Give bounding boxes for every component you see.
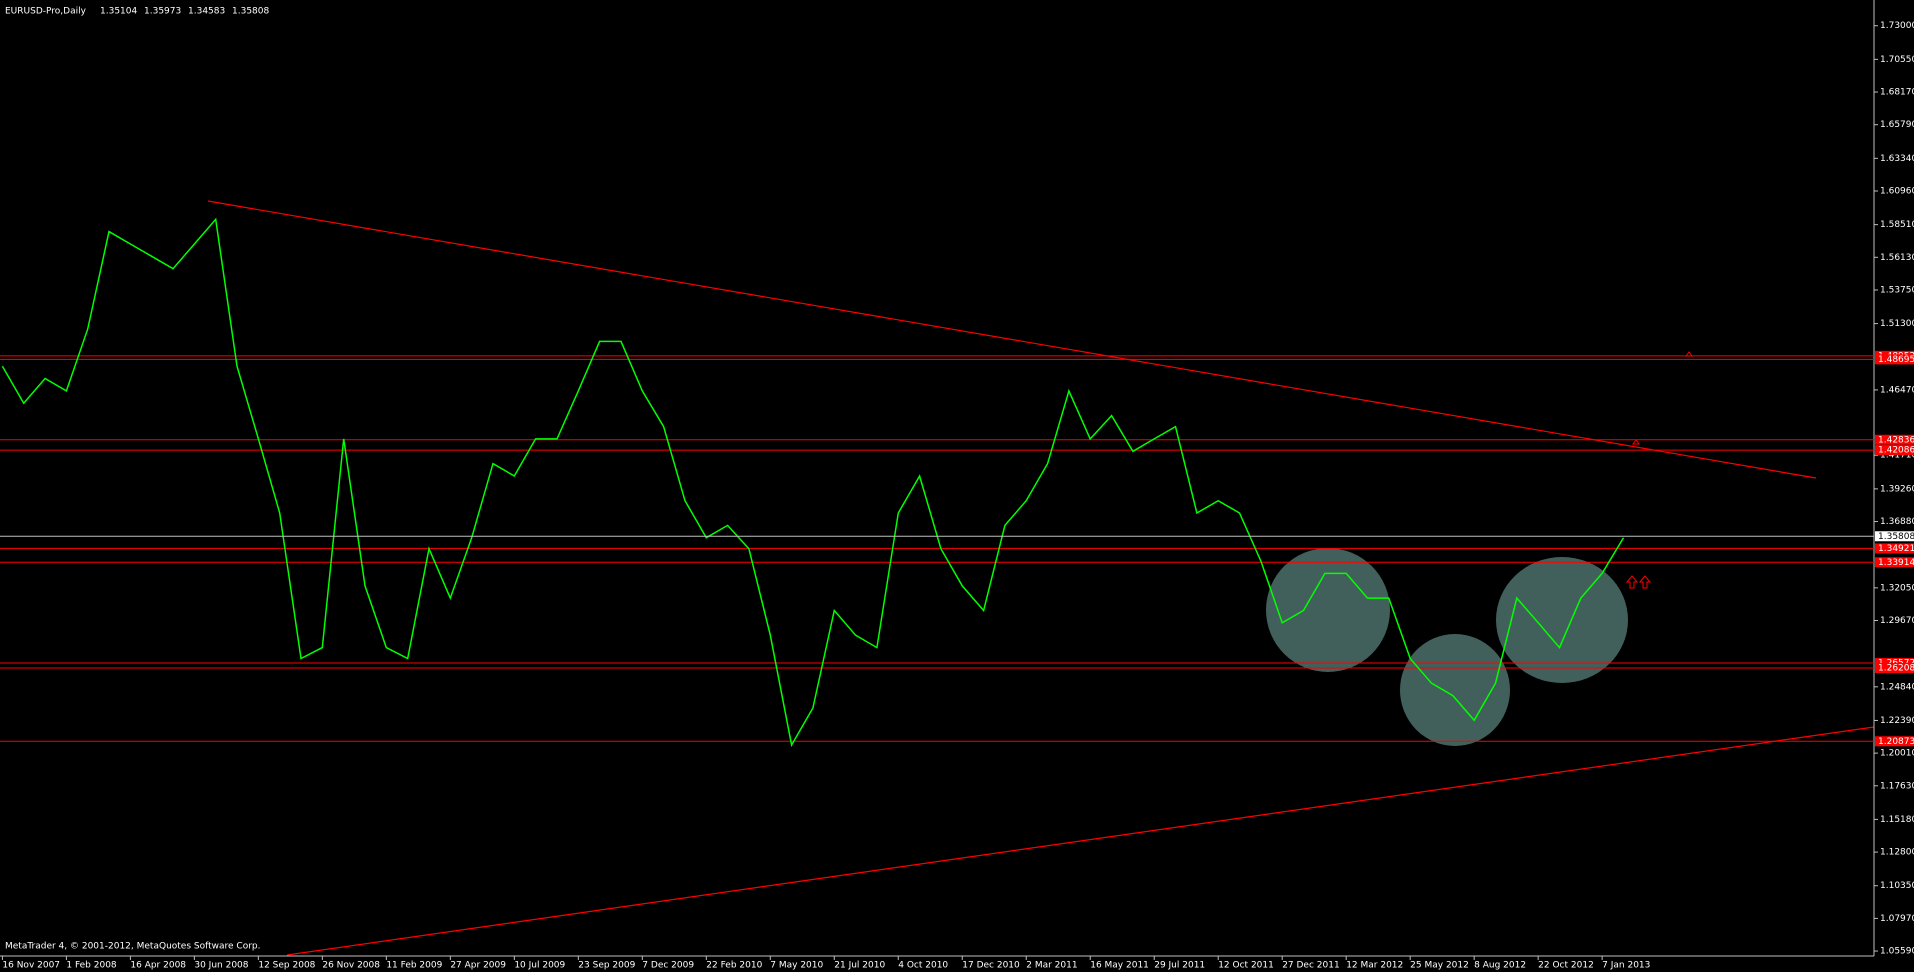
level-label-box bbox=[1875, 354, 1914, 365]
level-label-box bbox=[1875, 543, 1914, 554]
x-tick-label: 16 Apr 2008 bbox=[130, 961, 186, 971]
x-tick-label: 25 May 2012 bbox=[1410, 961, 1469, 971]
level-label: 1.42086 bbox=[1878, 446, 1914, 456]
y-tick-label: 1.63340 bbox=[1880, 154, 1914, 164]
y-tick-label: 1.32050 bbox=[1880, 583, 1914, 593]
x-tick-label: 27 Apr 2009 bbox=[450, 961, 506, 971]
x-tick-label: 4 Oct 2010 bbox=[898, 961, 948, 971]
trend-line bbox=[286, 726, 1875, 956]
x-tick-label: 27 Dec 2011 bbox=[1282, 961, 1340, 971]
arrow-icon bbox=[1625, 575, 1652, 589]
trend-line bbox=[207, 200, 1817, 479]
y-tick-label: 1.58510 bbox=[1880, 220, 1914, 230]
highlight-circle bbox=[1266, 548, 1390, 672]
x-tick-label: 8 Aug 2012 bbox=[1474, 961, 1526, 971]
x-tick-label: 12 Sep 2008 bbox=[258, 961, 315, 971]
level-label-box bbox=[1875, 663, 1914, 674]
x-tick-label: 22 Oct 2012 bbox=[1538, 961, 1594, 971]
x-tick-label: 29 Jul 2011 bbox=[1154, 961, 1205, 971]
y-tick-label: 1.70550 bbox=[1880, 55, 1914, 65]
y-tick-label: 1.41710 bbox=[1880, 451, 1914, 461]
y-tick-label: 1.53750 bbox=[1880, 285, 1914, 295]
y-tick-label: 1.46470 bbox=[1880, 385, 1914, 395]
y-tick-label: 1.05590 bbox=[1880, 947, 1914, 957]
x-tick-label: 21 Jul 2010 bbox=[834, 961, 885, 971]
y-tick-label: 1.51300 bbox=[1880, 319, 1914, 329]
level-label-box bbox=[1875, 445, 1914, 456]
y-tick-label: 1.07970 bbox=[1880, 914, 1914, 924]
level-label: 1.26208 bbox=[1878, 664, 1914, 674]
level-label: 1.33914 bbox=[1878, 558, 1914, 568]
level-label-box bbox=[1875, 434, 1914, 445]
x-tick-label: 1 Feb 2008 bbox=[66, 961, 117, 971]
x-tick-label: 7 May 2010 bbox=[770, 961, 823, 971]
x-tick-label: 30 Jun 2008 bbox=[194, 961, 248, 971]
symbol-title: EURUSD-Pro,Daily bbox=[5, 7, 87, 17]
y-tick-label: 1.29670 bbox=[1880, 616, 1914, 626]
y-tick-label: 1.36880 bbox=[1880, 517, 1914, 527]
highlight-circle bbox=[1400, 634, 1510, 746]
x-tick-label: 16 May 2011 bbox=[1090, 961, 1149, 971]
x-tick-label: 12 Oct 2011 bbox=[1218, 961, 1274, 971]
y-tick-label: 1.68170 bbox=[1880, 88, 1914, 98]
y-tick-label: 1.12800 bbox=[1880, 848, 1914, 858]
y-tick-label: 1.17630 bbox=[1880, 781, 1914, 791]
level-label: 1.42836 bbox=[1878, 435, 1914, 445]
y-tick-label: 1.20010 bbox=[1880, 749, 1914, 759]
ohlc-value: 1.34583 bbox=[188, 7, 225, 17]
y-tick-label: 1.22390 bbox=[1880, 716, 1914, 726]
current-price-box bbox=[1875, 531, 1914, 542]
y-tick-label: 1.56130 bbox=[1880, 253, 1914, 263]
y-tick-label: 1.73000 bbox=[1880, 21, 1914, 31]
y-tick-label: 1.24840 bbox=[1880, 682, 1914, 692]
level-label-box bbox=[1875, 736, 1914, 747]
y-tick-label: 1.65790 bbox=[1880, 120, 1914, 130]
x-tick-label: 16 Nov 2007 bbox=[2, 961, 60, 971]
price-line bbox=[1, 217, 1625, 748]
level-label: 1.20873 bbox=[1878, 737, 1914, 747]
x-tick-label: 10 Jul 2009 bbox=[514, 961, 565, 971]
y-tick-label: 1.15180 bbox=[1880, 815, 1914, 825]
ohlc-value: 1.35973 bbox=[144, 7, 181, 17]
footer: MetaTrader 4, © 2001-2012, MetaQuotes So… bbox=[5, 942, 261, 952]
y-tick-label: 1.10350 bbox=[1880, 881, 1914, 891]
level-label-box bbox=[1875, 557, 1914, 568]
level-label: 1.48695 bbox=[1878, 355, 1914, 365]
ohlc-value: 1.35808 bbox=[232, 7, 269, 17]
x-tick-label: 7 Jan 2013 bbox=[1602, 961, 1650, 971]
x-tick-label: 7 Dec 2009 bbox=[642, 961, 694, 971]
x-tick-label: 23 Sep 2009 bbox=[578, 961, 635, 971]
y-tick-label: 1.39260 bbox=[1880, 484, 1914, 494]
y-tick-label: 1.60960 bbox=[1880, 186, 1914, 196]
x-tick-label: 2 Mar 2011 bbox=[1026, 961, 1077, 971]
highlights bbox=[1266, 548, 1628, 746]
highlight-circle bbox=[1496, 557, 1628, 683]
x-tick-label: 12 Mar 2012 bbox=[1346, 961, 1403, 971]
x-tick-label: 11 Feb 2009 bbox=[386, 961, 442, 971]
level-label: 1.34921 bbox=[1878, 544, 1914, 554]
x-tick-label: 22 Feb 2010 bbox=[706, 961, 762, 971]
x-tick-label: 17 Dec 2010 bbox=[962, 961, 1020, 971]
current-price-label: 1.35808 bbox=[1878, 532, 1914, 542]
x-tick-label: 26 Nov 2008 bbox=[322, 961, 380, 971]
ohlc-value: 1.35104 bbox=[100, 7, 137, 17]
